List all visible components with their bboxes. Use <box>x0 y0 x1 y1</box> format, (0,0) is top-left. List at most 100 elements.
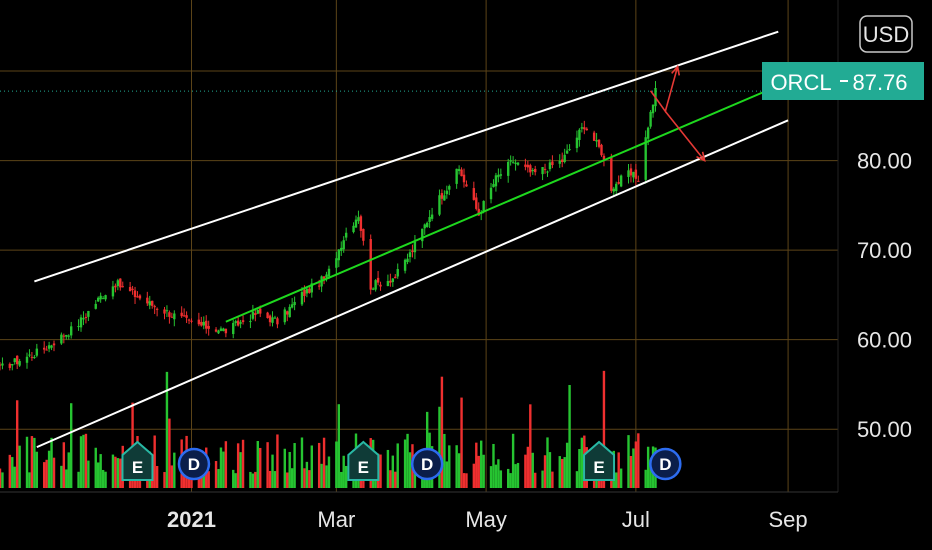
volume-bar <box>440 376 444 488</box>
candle-body <box>305 288 309 294</box>
candle-body <box>551 161 554 166</box>
candle-body <box>283 309 286 323</box>
candle-body <box>69 326 73 336</box>
candle-body <box>440 193 444 199</box>
volume-bar <box>82 434 85 488</box>
candle-body <box>394 276 397 279</box>
volume-bar <box>173 452 176 488</box>
volume-bar <box>565 442 569 488</box>
candle-body <box>499 174 503 176</box>
volume-bar <box>499 470 503 488</box>
candle-body <box>465 184 468 187</box>
candle-body <box>408 252 412 257</box>
candle-body <box>595 140 598 142</box>
volume-bar <box>25 436 29 488</box>
candle-body <box>84 317 88 319</box>
candle-body <box>116 280 120 287</box>
candle-body <box>406 258 409 262</box>
candle-body <box>197 319 201 325</box>
candle-body <box>234 321 237 324</box>
volume-bar <box>632 448 635 488</box>
projection-arrow-path[interactable] <box>664 110 706 162</box>
volume-bar <box>386 449 390 488</box>
dividend-marker[interactable]: D <box>410 447 444 481</box>
volume-bar <box>389 470 392 488</box>
candle-body <box>128 287 132 292</box>
candle-body <box>391 278 395 282</box>
candle-body <box>369 239 372 290</box>
candle-body <box>60 334 63 344</box>
volume-bar <box>276 434 279 488</box>
volume-bar <box>283 448 286 488</box>
candle-body <box>634 169 638 179</box>
candle-body <box>386 280 390 287</box>
candle-body <box>163 309 166 314</box>
earnings-marker[interactable]: E <box>583 440 616 481</box>
candle-body <box>337 249 341 261</box>
candle-body <box>619 175 623 187</box>
volume-bar <box>15 400 19 488</box>
time-axis[interactable]: 2021 Mar May Jul Sep <box>0 491 838 532</box>
candle-body <box>354 219 358 228</box>
candle-body <box>357 217 360 222</box>
volume-bar <box>548 452 552 488</box>
candle-body <box>232 322 235 335</box>
candle-body <box>138 295 142 299</box>
candle-body <box>651 104 655 114</box>
volume-bar <box>65 469 68 488</box>
candle-body <box>82 318 85 320</box>
candle-body <box>121 286 124 288</box>
volume-bar <box>543 455 547 488</box>
candle-body <box>541 167 544 175</box>
candle-body <box>205 320 208 329</box>
time-tick-label: Sep <box>769 507 808 532</box>
candle-body <box>45 349 48 351</box>
candle-body <box>256 309 259 314</box>
candle-body <box>632 171 635 178</box>
candle-body <box>482 200 485 212</box>
trend-channel-drawings[interactable] <box>34 30 789 449</box>
volume-bar <box>47 450 51 488</box>
candle-body <box>97 297 100 302</box>
volume-bar <box>511 433 515 488</box>
volume-bar <box>67 452 70 488</box>
currency-button[interactable]: USD <box>859 15 913 53</box>
volume-bar <box>340 471 343 488</box>
volume-bar <box>443 433 446 488</box>
candle-body <box>111 286 115 297</box>
candle-body <box>430 214 434 219</box>
candle-body <box>236 320 240 326</box>
earnings-marker[interactable]: E <box>121 440 154 481</box>
volume-bar <box>101 469 105 488</box>
dividend-marker[interactable]: D <box>649 447 682 481</box>
candle-body <box>600 144 603 156</box>
candle-body <box>340 247 343 251</box>
price-tick-label: 80.00 <box>857 149 912 174</box>
volume-bar <box>52 457 56 488</box>
channel-lower-line[interactable] <box>36 119 789 449</box>
earnings-marker[interactable]: E <box>347 440 380 481</box>
earnings-marker-label: E <box>358 458 369 477</box>
candle-body <box>578 129 581 140</box>
candle-body <box>62 335 66 337</box>
candle-body <box>268 315 272 323</box>
volume-bar <box>232 469 235 488</box>
dividend-marker[interactable]: D <box>177 447 211 481</box>
volume-bar <box>222 451 225 488</box>
volume-bar <box>99 454 102 488</box>
candle-body <box>644 137 647 180</box>
price-tick-label: 70.00 <box>857 238 912 263</box>
channel-middle-line[interactable] <box>225 88 772 323</box>
dividend-marker-label: D <box>659 455 671 474</box>
candle-body <box>146 297 149 304</box>
volume-bar <box>646 446 650 488</box>
volume-bar <box>497 459 500 488</box>
candle-body <box>170 316 174 318</box>
volume-bar <box>541 470 544 488</box>
candle-body <box>602 155 606 160</box>
time-tick-label: 2021 <box>167 507 216 532</box>
channel-upper-line[interactable] <box>34 30 779 283</box>
volume-bar <box>28 472 31 488</box>
last-price-badge: ORCL 87.76 <box>762 62 924 100</box>
